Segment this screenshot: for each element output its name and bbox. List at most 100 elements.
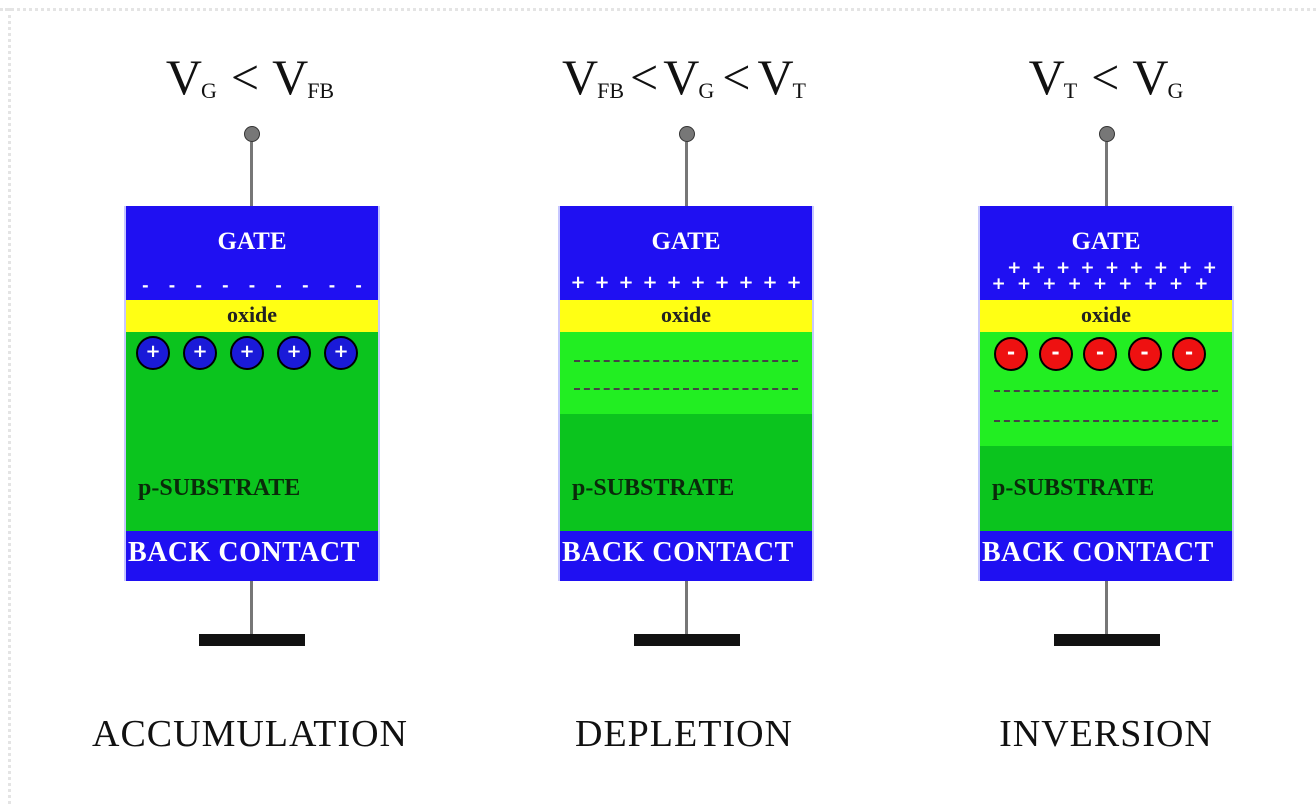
gate-charge: + bbox=[1092, 274, 1108, 294]
back-contact-label: BACK CONTACT bbox=[562, 537, 794, 568]
ground-wire bbox=[250, 581, 253, 636]
gate-charge: + bbox=[1007, 258, 1022, 278]
gate-charge: - bbox=[168, 276, 176, 295]
back-contact-layer: BACK CONTACT bbox=[980, 531, 1232, 581]
voltage-condition: VT < VG bbox=[1028, 49, 1184, 105]
gate-charge: + bbox=[1031, 258, 1046, 278]
ground-wire bbox=[1105, 581, 1108, 636]
hole: + bbox=[277, 336, 311, 370]
gate-charge: + bbox=[618, 272, 634, 293]
electron: - bbox=[1083, 337, 1117, 371]
panel-accumulation: VG < VFB GATE - - - - - - - - - oxide + + bbox=[60, 0, 440, 804]
electron: - bbox=[1172, 337, 1206, 371]
gate-layer: GATE + + + + + + + + + + + + + + + + + bbox=[980, 206, 1232, 300]
gate-charge: + bbox=[690, 272, 706, 293]
gate-terminal bbox=[679, 126, 695, 142]
gate-charge: + bbox=[1067, 274, 1082, 294]
gate-charge: + bbox=[1153, 258, 1168, 278]
electron: - bbox=[1127, 337, 1162, 371]
depletion-region bbox=[560, 332, 812, 414]
back-contact-layer: BACK CONTACT bbox=[560, 531, 812, 581]
gate-charge: + bbox=[1178, 258, 1193, 278]
gate-charge: + bbox=[1168, 274, 1184, 294]
depletion-charge-row bbox=[994, 390, 1218, 392]
gate-charge: + bbox=[786, 272, 802, 293]
gate-charge: + bbox=[1104, 258, 1120, 278]
voltage-condition: VFB < VG < VT bbox=[562, 49, 806, 105]
back-contact-label: BACK CONTACT bbox=[128, 537, 360, 568]
gate-charge: + bbox=[762, 272, 778, 293]
gate-charge: + bbox=[1042, 274, 1057, 294]
electron-row: - - - - - bbox=[994, 337, 1206, 371]
substrate-label: p-SUBSTRATE bbox=[992, 475, 1155, 501]
gate-terminal bbox=[1099, 126, 1115, 142]
gate-charge: - bbox=[301, 276, 309, 295]
voltage-condition: VG < VFB bbox=[165, 49, 335, 105]
gate-charge: - bbox=[221, 276, 229, 295]
gate-charge: + bbox=[1143, 274, 1158, 294]
gate-charge-row: - - - - - - - - - bbox=[126, 276, 378, 295]
gate-charge: + bbox=[1194, 274, 1209, 294]
back-contact-layer: BACK CONTACT bbox=[126, 531, 378, 581]
dotted-border-top bbox=[0, 8, 1316, 11]
dotted-border-left bbox=[8, 8, 11, 804]
gate-layer: GATE - - - - - - - - - bbox=[126, 206, 378, 300]
panel-depletion: VFB < VG < VT GATE + + + + + + + + + + oxide bbox=[494, 0, 874, 804]
hole-row: + + + + + bbox=[136, 336, 358, 370]
depletion-charge-row bbox=[574, 388, 798, 390]
hole: + bbox=[183, 336, 217, 370]
back-contact-label: BACK CONTACT bbox=[982, 537, 1214, 568]
oxide-label: oxide bbox=[1080, 302, 1132, 327]
gate-charge: + bbox=[738, 272, 754, 293]
substrate-layer: - - - - - p-SUBSTRATE bbox=[980, 332, 1232, 531]
gate-wire bbox=[685, 142, 688, 206]
gate-layer: GATE + + + + + + + + + + bbox=[560, 206, 812, 300]
gate-charge: - bbox=[248, 276, 256, 295]
oxide-label: oxide bbox=[226, 302, 278, 327]
ground-symbol bbox=[199, 634, 305, 646]
gate-charge: + bbox=[570, 272, 586, 293]
substrate-label: p-SUBSTRATE bbox=[572, 475, 735, 501]
substrate-layer: p-SUBSTRATE bbox=[560, 332, 812, 531]
ground-wire bbox=[685, 581, 688, 636]
hole: + bbox=[136, 336, 170, 370]
gate-label: GATE bbox=[217, 228, 287, 255]
gate-wire bbox=[1105, 142, 1108, 206]
gate-charge-row: + + + + + + + + + + bbox=[560, 272, 812, 293]
gate-charge: + bbox=[1016, 274, 1032, 294]
oxide-layer: oxide bbox=[126, 300, 378, 332]
substrate-layer: + + + + + p-SUBSTRATE bbox=[126, 332, 378, 531]
depletion-charge-row bbox=[994, 420, 1218, 422]
gate-terminal bbox=[244, 126, 260, 142]
mode-label: INVERSION bbox=[999, 713, 1213, 755]
gate-charge: + bbox=[714, 272, 730, 293]
gate-charge: + bbox=[1118, 274, 1133, 294]
mos-capacitor: GATE + + + + + + + + + + oxide p-SUBSTRA… bbox=[558, 206, 814, 581]
oxide-layer: oxide bbox=[980, 300, 1232, 332]
electron: - bbox=[1038, 337, 1073, 371]
hole: + bbox=[230, 336, 264, 370]
gate-label: GATE bbox=[651, 228, 721, 255]
hole: + bbox=[324, 336, 358, 370]
oxide-label: oxide bbox=[660, 302, 712, 327]
ground-symbol bbox=[1054, 634, 1160, 646]
gate-charge-row: + + + + + + + + + bbox=[980, 258, 1232, 278]
gate-charge: + bbox=[642, 272, 658, 293]
panel-inversion: VT < VG GATE + + + + + + + + + + + + + + bbox=[916, 0, 1296, 804]
gate-charge: + bbox=[594, 272, 610, 293]
ground-symbol bbox=[634, 634, 740, 646]
gate-charge: + bbox=[991, 274, 1006, 294]
mos-capacitor: GATE - - - - - - - - - oxide + + + + + bbox=[124, 206, 380, 581]
mode-label: DEPLETION bbox=[575, 713, 793, 755]
gate-charge: - bbox=[142, 276, 149, 295]
gate-charge: + bbox=[666, 272, 682, 293]
oxide-layer: oxide bbox=[560, 300, 812, 332]
gate-charge: - bbox=[328, 276, 336, 295]
gate-charge: - bbox=[275, 276, 282, 295]
electron: - bbox=[994, 337, 1028, 371]
mode-label: ACCUMULATION bbox=[92, 713, 408, 755]
gate-charge: + bbox=[1129, 258, 1144, 278]
substrate-label: p-SUBSTRATE bbox=[138, 475, 301, 501]
gate-charge: + bbox=[1055, 258, 1071, 278]
mos-capacitor: GATE + + + + + + + + + + + + + + + + + bbox=[978, 206, 1234, 581]
